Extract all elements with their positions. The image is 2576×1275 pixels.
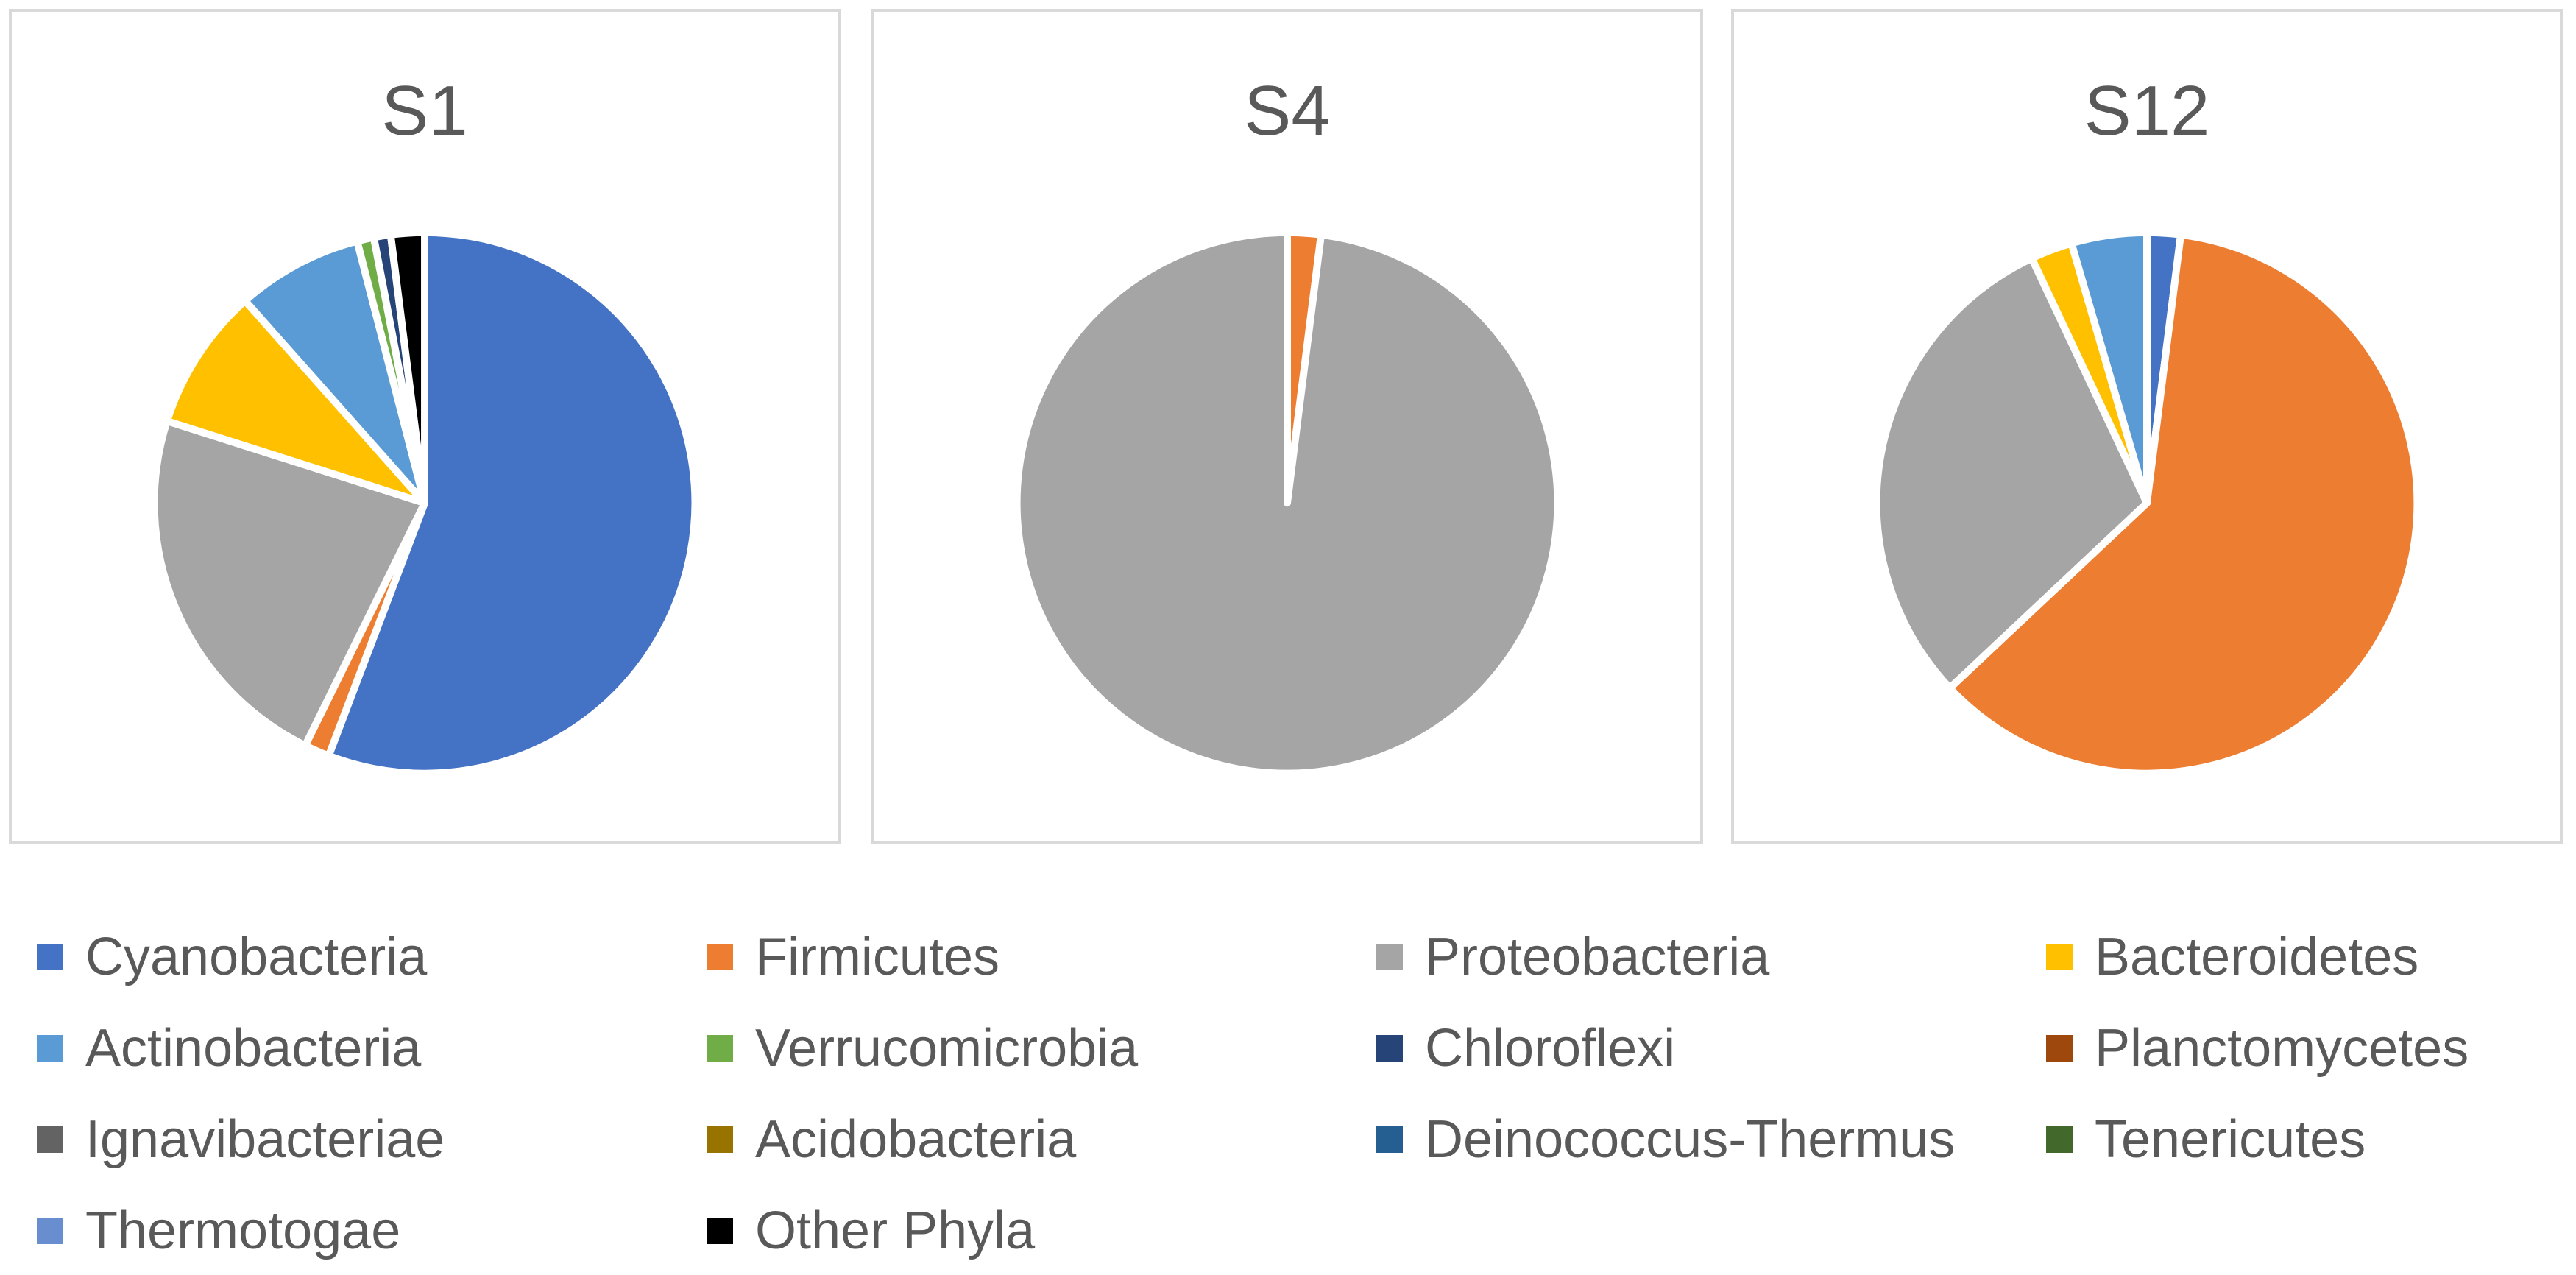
legend-swatch <box>2046 1035 2073 1062</box>
pie-chart <box>1872 228 2421 777</box>
pie-slice-proteobacteria <box>1013 228 1562 777</box>
legend-item-acidobacteria: Acidobacteria <box>707 1095 1076 1184</box>
legend-item-verrucomicrobia: Verrucomicrobia <box>707 1004 1138 1092</box>
legend-label: Proteobacteria <box>1425 928 1770 986</box>
legend-label: Other Phyla <box>755 1201 1036 1260</box>
chart-panel-s1: S1 <box>9 9 841 844</box>
legend-label: Deinococcus-Thermus <box>1425 1110 1956 1169</box>
legend-swatch <box>2046 1126 2073 1153</box>
legend-item-tenericutes: Tenericutes <box>2046 1095 2366 1184</box>
legend-label: Planctomycetes <box>2095 1019 2469 1078</box>
pie-slice-actinobacteria <box>241 237 428 507</box>
legend-label: Thermotogae <box>85 1201 401 1260</box>
legend-swatch <box>707 1218 733 1244</box>
pie-chart <box>150 228 699 777</box>
legend-item-proteobacteria: Proteobacteria <box>1376 913 1769 1001</box>
legend-item-deinococcus-thermus: Deinococcus-Thermus <box>1376 1095 1955 1184</box>
chart-title: S4 <box>1244 71 1331 150</box>
legend-item-cyanobacteria: Cyanobacteria <box>37 913 427 1001</box>
legend-swatch <box>1376 1035 1403 1062</box>
legend-swatch <box>1376 944 1403 970</box>
legend-label: Tenericutes <box>2095 1110 2366 1169</box>
legend-label: Firmicutes <box>755 928 1000 986</box>
chart-title: S12 <box>2084 71 2210 150</box>
legend-swatch <box>707 944 733 970</box>
legend-label: Ignavibacteriae <box>85 1110 445 1169</box>
legend-item-firmicutes: Firmicutes <box>707 913 999 1001</box>
legend-item-actinobacteria: Actinobacteria <box>37 1004 421 1092</box>
legend-swatch <box>37 1218 63 1244</box>
legend-label: Cyanobacteria <box>85 928 428 986</box>
chart-panel-s4: S4 <box>871 9 1703 844</box>
legend-item-ignavibacteriae: Ignavibacteriae <box>37 1095 445 1184</box>
legend-item-other-phyla: Other Phyla <box>707 1187 1035 1275</box>
legend-label: Bacteroidetes <box>2095 928 2419 986</box>
pie-slice-cyanobacteria <box>325 228 699 777</box>
chart-title: S1 <box>381 71 468 150</box>
legend-swatch <box>37 1126 63 1153</box>
legend-label: Actinobacteria <box>85 1019 422 1078</box>
chart-panel-s12: S12 <box>1731 9 2563 844</box>
legend-label: Chloroflexi <box>1425 1019 1676 1078</box>
legend-swatch <box>2046 944 2073 970</box>
legend: Cyanobacteria Firmicutes Proteobacteria Bac… <box>37 913 2554 1266</box>
legend-swatch <box>707 1126 733 1153</box>
legend-item-bacteroidetes: Bacteroidetes <box>2046 913 2418 1001</box>
pie-slice-proteobacteria <box>150 417 428 749</box>
legend-swatch <box>37 944 63 970</box>
legend-label: Verrucomicrobia <box>755 1019 1139 1078</box>
legend-item-chloroflexi: Chloroflexi <box>1376 1004 1675 1092</box>
pie-slice-other-phyla <box>386 228 428 507</box>
legend-swatch <box>37 1035 63 1062</box>
pie-chart <box>1013 228 1562 777</box>
legend-item-thermotogae: Thermotogae <box>37 1187 400 1275</box>
legend-item-planctomycetes: Planctomycetes <box>2046 1004 2469 1092</box>
legend-label: Acidobacteria <box>755 1110 1077 1169</box>
legend-swatch <box>1376 1126 1403 1153</box>
pie-slice-actinobacteria <box>2067 228 2151 507</box>
legend-swatch <box>707 1035 733 1062</box>
pie-slice-bacteroidetes <box>163 297 428 507</box>
pie-slice-firmicutes <box>1946 230 2421 777</box>
